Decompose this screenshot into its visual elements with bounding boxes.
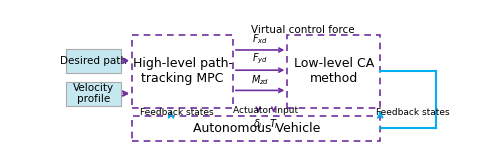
Text: Desired path: Desired path (60, 56, 127, 66)
Text: $F_{yd}$: $F_{yd}$ (252, 52, 268, 66)
Bar (66, 49, 120, 73)
Text: $F_{xd}$: $F_{xd}$ (252, 32, 268, 46)
Bar (132, 35, 233, 108)
Text: $M_{zd}$: $M_{zd}$ (251, 73, 270, 87)
Text: Actuator input: Actuator input (234, 106, 298, 115)
Text: Low-level CA
method: Low-level CA method (294, 57, 374, 85)
Text: Velocity
profile: Velocity profile (73, 83, 114, 104)
Text: $\delta_i$: $\delta_i$ (254, 118, 263, 131)
Bar (287, 35, 380, 108)
Text: Feedback states: Feedback states (376, 108, 450, 117)
Text: High-level path-
tracking MPC: High-level path- tracking MPC (132, 57, 232, 85)
Text: Feedback states: Feedback states (140, 108, 214, 117)
Text: $T_i$: $T_i$ (269, 118, 278, 131)
Bar (66, 82, 120, 106)
Bar (132, 116, 380, 141)
Text: Virtual control force: Virtual control force (251, 25, 354, 35)
Text: Autonomous Vehicle: Autonomous Vehicle (192, 122, 320, 135)
